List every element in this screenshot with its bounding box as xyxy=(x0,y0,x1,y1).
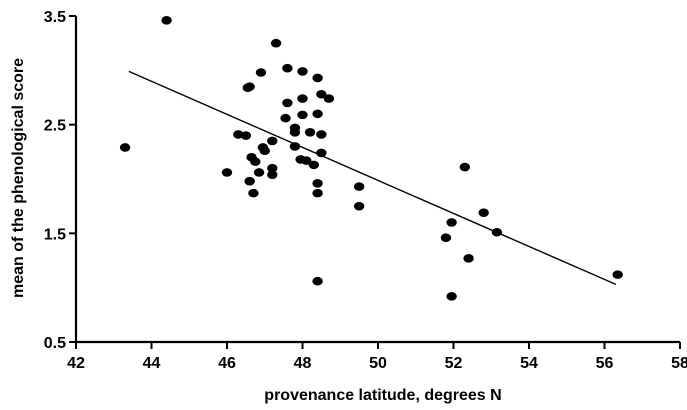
x-tick-label: 56 xyxy=(596,355,614,372)
axes xyxy=(69,15,681,349)
data-point xyxy=(446,218,457,227)
data-point xyxy=(267,136,278,146)
data-point xyxy=(316,130,327,139)
x-tick-label: 44 xyxy=(143,355,161,372)
data-point xyxy=(282,98,293,108)
data-point xyxy=(316,89,327,99)
data-point xyxy=(312,276,323,286)
data-point xyxy=(270,38,282,48)
data-point xyxy=(250,157,261,166)
y-tick-label: 1.5 xyxy=(44,226,66,243)
data-point xyxy=(255,68,267,77)
x-tick-label: 50 xyxy=(369,355,387,372)
data-point xyxy=(491,227,503,237)
data-point xyxy=(297,94,308,103)
data-point xyxy=(244,82,255,91)
data-point xyxy=(280,113,291,123)
x-tick-label: 52 xyxy=(445,355,463,372)
data-point xyxy=(312,179,323,188)
data-point xyxy=(297,110,308,120)
data-point xyxy=(119,143,131,152)
data-point xyxy=(446,292,457,301)
data-point xyxy=(161,16,172,25)
data-point xyxy=(248,188,259,198)
data-points xyxy=(119,16,623,301)
data-point xyxy=(478,208,489,217)
y-axis-title: mean of the phenological score xyxy=(10,58,27,298)
data-point xyxy=(353,182,365,191)
data-point xyxy=(353,201,365,211)
data-point xyxy=(459,162,471,172)
x-tick-label: 46 xyxy=(218,355,236,372)
data-point xyxy=(612,270,623,279)
data-point xyxy=(301,156,312,165)
y-tick-label: 3.5 xyxy=(44,9,66,26)
data-point xyxy=(304,127,316,137)
data-point xyxy=(240,131,252,140)
data-point xyxy=(289,142,301,151)
data-point xyxy=(463,254,474,263)
data-point xyxy=(267,163,278,173)
data-point xyxy=(221,168,233,177)
y-tick-label: 2.5 xyxy=(44,118,66,135)
data-point xyxy=(312,73,323,83)
data-point xyxy=(244,176,255,186)
data-point xyxy=(253,168,265,177)
x-tick-label: 48 xyxy=(294,355,312,372)
data-point xyxy=(440,233,452,242)
x-tick-label: 54 xyxy=(520,355,538,372)
trendline xyxy=(128,70,617,286)
data-point xyxy=(282,63,293,73)
data-point xyxy=(297,67,308,76)
data-point xyxy=(323,94,335,103)
trendline-group xyxy=(128,70,617,286)
data-point xyxy=(259,146,270,156)
data-point xyxy=(308,160,320,170)
tick-labels: 42 44 46 48 50 52 54 56 58 0.5 1.5 2.5 3.5 xyxy=(44,9,687,372)
data-point xyxy=(316,148,327,158)
x-tick-label: 42 xyxy=(67,355,85,372)
data-point xyxy=(267,170,278,179)
x-tick-label: 58 xyxy=(671,355,687,372)
x-axis-title: provenance latitude, degrees N xyxy=(264,387,501,404)
data-point xyxy=(312,109,323,119)
y-tick-label: 0.5 xyxy=(44,335,66,352)
data-point xyxy=(289,123,301,133)
data-point xyxy=(312,188,323,198)
